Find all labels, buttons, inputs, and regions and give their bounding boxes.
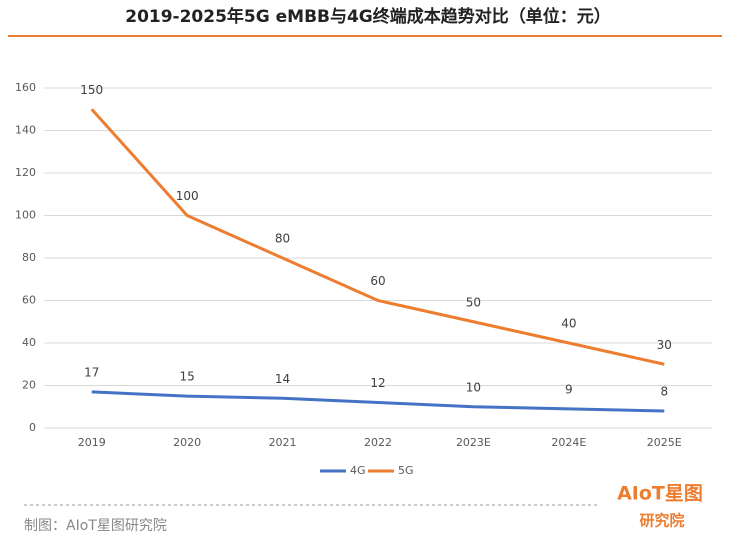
data-label: 50 [466,295,481,309]
data-label: 100 [176,189,199,203]
legend-label: 4G [350,464,366,477]
x-tick-label: 2025E [647,436,682,449]
data-label: 8 [660,385,668,399]
series-line [91,390,665,413]
y-tick-label: 160 [15,81,36,94]
y-tick-label: 0 [29,421,36,434]
logo-sub: 研究院 [639,512,684,530]
x-tick-label: 2023E [456,436,491,449]
y-tick-label: 20 [22,379,36,392]
data-label: 9 [565,382,573,396]
data-label: 150 [80,83,103,97]
data-label: 80 [275,232,290,246]
legend-label: 5G [398,464,414,477]
y-tick-label: 60 [22,294,36,307]
source: 制图：AIoT星图研究院 [24,518,167,534]
x-tick-label: 2021 [269,436,297,449]
x-tick-label: 2022 [364,436,392,449]
data-label: 30 [657,338,672,352]
x-tick-label: 2019 [78,436,106,449]
y-tick-label: 120 [15,166,36,179]
x-tick-label: 2024E [551,436,586,449]
data-label: 15 [180,370,195,384]
data-label: 40 [561,317,576,331]
series-line [90,108,665,366]
x-tick-label: 2020 [173,436,201,449]
data-label: 10 [466,380,481,394]
data-label: 12 [370,376,385,390]
logo: AIoT星图 [617,483,703,505]
data-label: 60 [370,274,385,288]
y-tick-label: 100 [15,209,36,222]
y-tick-label: 140 [15,124,36,137]
data-label: 14 [275,372,290,386]
y-tick-label: 80 [22,251,36,264]
y-tick-label: 40 [22,336,36,349]
data-label: 17 [84,365,99,379]
chart-title: 2019-2025年5G eMBB与4G终端成本趋势对比（单位：元） [125,6,611,27]
